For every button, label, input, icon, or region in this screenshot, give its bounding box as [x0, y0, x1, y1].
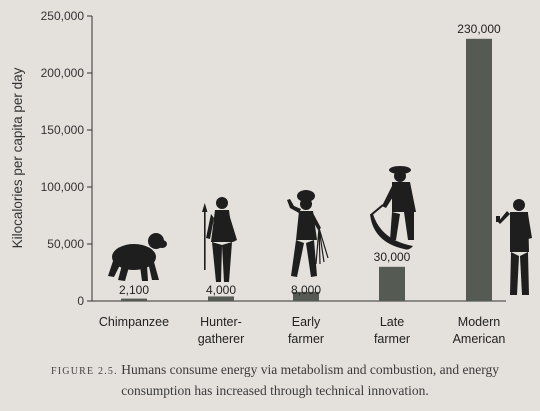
value-label: 2,100	[119, 283, 149, 297]
value-label: 4,000	[206, 283, 236, 297]
category-label: Late	[380, 315, 404, 329]
value-label: 230,000	[457, 22, 501, 36]
category-label: American	[453, 332, 506, 346]
y-tick-label: 150,000	[41, 123, 85, 137]
y-tick-label: 200,000	[41, 66, 85, 80]
bar-hunter-gatherer	[208, 296, 234, 301]
category-label: Chimpanzee	[99, 315, 169, 329]
y-axis-label: Kilocalories per capita per day	[10, 67, 25, 248]
y-tick-label: 50,000	[47, 237, 84, 251]
figure-label: FIGURE 2.5.	[51, 366, 118, 377]
bar-chimpanzee	[121, 298, 147, 301]
category-label: farmer	[288, 332, 324, 346]
late-farmer-silhouette	[370, 166, 416, 250]
chimpanzee-silhouette	[108, 233, 167, 281]
y-tick-label: 0	[77, 294, 84, 308]
figure-caption: FIGURE 2.5. Humans consume energy via me…	[40, 360, 510, 400]
bar-early-farmer	[293, 291, 319, 301]
early-farmer-silhouette	[287, 190, 329, 277]
y-tick-label: 250,000	[41, 9, 85, 23]
value-label: 8,000	[291, 283, 321, 297]
category-label: farmer	[374, 332, 410, 346]
category-label: Modern	[458, 315, 500, 329]
category-label: Early	[292, 315, 321, 329]
hunter-gatherer-silhouette	[202, 197, 237, 282]
category-label: gatherer	[198, 332, 245, 346]
category-label: Hunter-	[200, 315, 242, 329]
bar-late-farmer	[379, 266, 405, 301]
bar-modern-american	[466, 38, 492, 302]
value-label: 30,000	[374, 250, 411, 264]
caption-text: Humans consume energy via metabolism and…	[121, 362, 499, 398]
modern-american-silhouette	[496, 199, 532, 295]
y-tick-label: 100,000	[41, 180, 85, 194]
